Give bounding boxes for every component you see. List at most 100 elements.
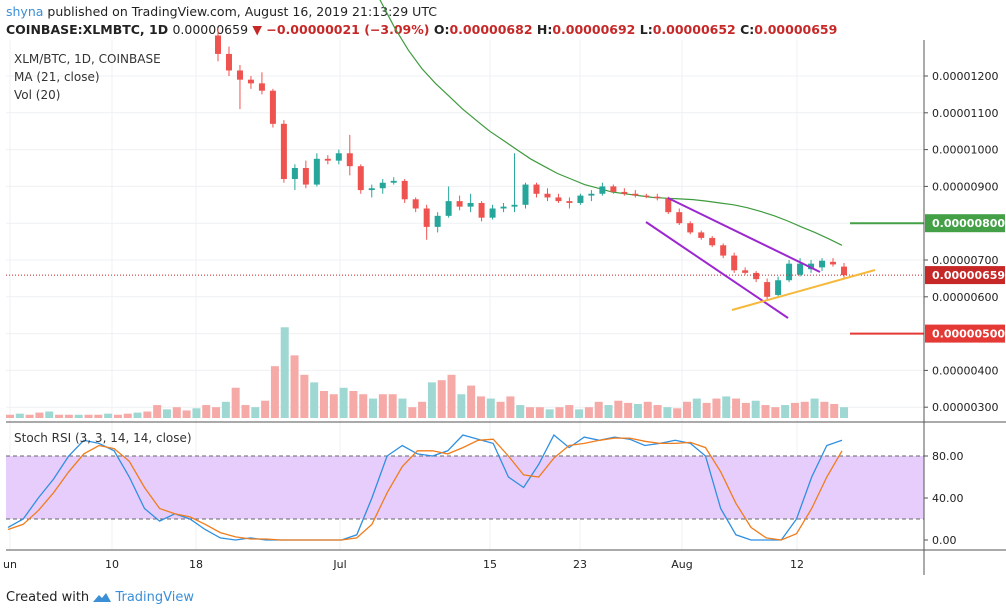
volume-bar bbox=[496, 401, 505, 418]
candle-down bbox=[753, 272, 760, 280]
volume-bar bbox=[506, 396, 515, 418]
price-tag-label: 0.00000500 bbox=[932, 328, 1005, 341]
candle-up bbox=[291, 168, 298, 180]
candle-up bbox=[379, 182, 386, 189]
symbol-label: COINBASE:XLMBTC, 1D bbox=[6, 22, 169, 37]
low-value: 0.00000652 bbox=[652, 22, 736, 37]
volume-bar bbox=[722, 396, 731, 418]
channel-lower-line bbox=[645, 221, 789, 319]
candle-down bbox=[687, 223, 694, 233]
moving-average-line bbox=[379, 0, 843, 246]
volume-bar bbox=[516, 405, 525, 418]
candle-down bbox=[830, 261, 837, 265]
candle-down bbox=[533, 184, 540, 194]
candle-up bbox=[467, 202, 474, 207]
volume-bar bbox=[133, 412, 142, 418]
volume-bar bbox=[280, 327, 289, 418]
author-name[interactable]: shyna bbox=[6, 4, 44, 19]
candle-down bbox=[346, 153, 353, 167]
volume-bar bbox=[84, 414, 93, 418]
candle-down bbox=[412, 199, 419, 209]
volume-bar bbox=[604, 405, 613, 418]
down-arrow-icon: ▼ bbox=[252, 22, 263, 37]
candle-down bbox=[247, 79, 254, 84]
volume-bar bbox=[683, 401, 692, 418]
volume-bar bbox=[6, 414, 14, 418]
volume-bar bbox=[643, 401, 652, 418]
price-tick-label: 0.00000900 bbox=[932, 180, 998, 193]
volume-bar bbox=[55, 414, 64, 418]
last-price: 0.00000659 bbox=[172, 22, 249, 37]
support-trendline bbox=[731, 269, 876, 311]
volume-bar bbox=[476, 396, 485, 418]
stoch-tick-label: 0.00 bbox=[932, 534, 957, 547]
volume-bar bbox=[457, 394, 466, 418]
candle-down bbox=[676, 212, 683, 224]
volume-bar bbox=[486, 398, 495, 418]
candle-up bbox=[775, 280, 782, 295]
volume-bar bbox=[290, 355, 299, 418]
volume-bar bbox=[261, 400, 270, 418]
tradingview-logo-icon bbox=[93, 592, 112, 603]
candle-down bbox=[698, 232, 705, 238]
candle-down bbox=[610, 186, 617, 192]
price-tick-label: 0.00000700 bbox=[932, 254, 998, 267]
volume-bar bbox=[820, 401, 829, 418]
volume-bar bbox=[64, 414, 73, 418]
volume-bar bbox=[653, 405, 662, 418]
volume-bar bbox=[614, 400, 623, 418]
volume-bar bbox=[408, 407, 417, 418]
price-tag-box bbox=[925, 214, 1005, 233]
volume-bar bbox=[673, 408, 682, 418]
close-label: C: bbox=[740, 22, 755, 37]
price-tick-label: 0.00000300 bbox=[932, 401, 998, 414]
volume-bar bbox=[319, 391, 328, 418]
candle-up bbox=[797, 263, 804, 275]
candle-down bbox=[280, 123, 287, 180]
stoch-tick-label: 80.00 bbox=[932, 450, 964, 463]
time-tick-label: 10 bbox=[105, 558, 119, 571]
volume-bar bbox=[545, 409, 554, 418]
volume-bar bbox=[447, 374, 456, 418]
candle-up bbox=[434, 215, 441, 227]
stoch-tick-label: 40.00 bbox=[932, 492, 964, 505]
high-label: H: bbox=[536, 22, 553, 37]
candle-down bbox=[555, 197, 562, 202]
volume-bar bbox=[741, 402, 750, 418]
low-label: L: bbox=[639, 22, 653, 37]
volume-bar bbox=[162, 409, 171, 418]
tradingview-brand[interactable]: TradingView bbox=[115, 590, 194, 605]
price-tick-label: 0.00001200 bbox=[932, 70, 998, 83]
ohlc-line: COINBASE:XLMBTC, 1D 0.00000659 ▼ −0.0000… bbox=[6, 22, 837, 37]
volume-bar bbox=[781, 405, 790, 418]
pair-legend: XLM/BTC, 1D, COINBASE bbox=[14, 52, 161, 66]
volume-bar bbox=[702, 402, 711, 418]
price-tick-label: 0.00000400 bbox=[932, 364, 998, 377]
candle-down bbox=[544, 193, 551, 198]
volume-bar bbox=[633, 403, 642, 418]
candle-down bbox=[764, 282, 771, 297]
volume-bar bbox=[143, 411, 152, 418]
candle-up bbox=[390, 180, 397, 183]
candle-up bbox=[500, 206, 507, 209]
volume-bar bbox=[182, 410, 191, 418]
volume-bar bbox=[153, 405, 162, 418]
candle-down bbox=[632, 193, 639, 196]
stoch-k-line bbox=[7, 433, 843, 541]
volume-bar bbox=[359, 394, 368, 418]
open-value: 0.00000682 bbox=[449, 22, 533, 37]
volume-bar bbox=[172, 407, 181, 418]
volume-bar bbox=[584, 407, 593, 418]
stoch-overbought-oversold-band bbox=[6, 456, 924, 519]
candle-up bbox=[313, 158, 320, 185]
volume-bar bbox=[790, 402, 799, 418]
volume-bar bbox=[221, 401, 230, 418]
volume-bar bbox=[418, 401, 427, 418]
candle-down bbox=[654, 196, 661, 199]
candle-down bbox=[236, 70, 243, 80]
footer-credit[interactable]: Created with TradingView bbox=[6, 590, 194, 605]
volume-bar bbox=[535, 407, 544, 418]
candle-up bbox=[577, 195, 584, 203]
volume-bar bbox=[25, 414, 34, 418]
